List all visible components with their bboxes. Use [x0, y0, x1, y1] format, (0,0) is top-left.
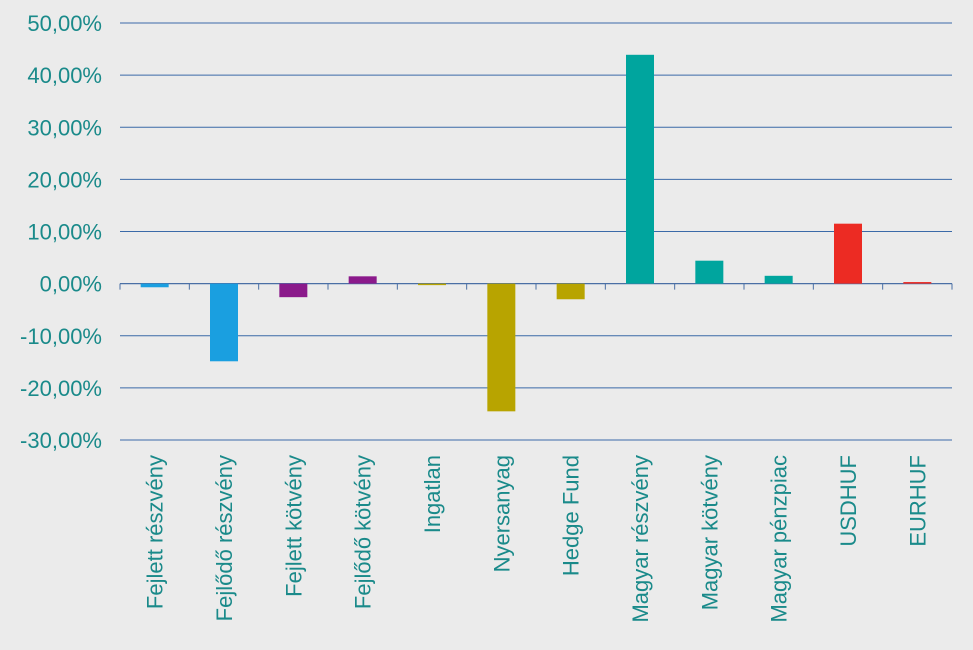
bars	[140, 54, 932, 412]
y-tick-label: 20,00%	[27, 167, 102, 192]
x-axis: Fejlett részvény Fejlődő részvény Fejlett …	[119, 283, 953, 623]
y-tick-label: 10,00%	[27, 220, 102, 245]
y-tick-label: 50,00%	[27, 11, 102, 36]
x-tick-label: USDHUF	[836, 455, 861, 547]
x-tick-label: Fejlődő részvény	[212, 455, 237, 621]
gridlines	[120, 22, 952, 441]
x-tick-label: Ingatlan	[420, 455, 445, 533]
bar	[418, 283, 446, 286]
bar	[903, 282, 932, 284]
y-tick-label: 40,00%	[27, 63, 102, 88]
y-tick-label: -20,00%	[20, 376, 102, 401]
y-tick-label: 0,00%	[40, 272, 102, 297]
y-axis: 50,00% 40,00% 30,00% 20,00% 10,00% 0,00% -10,0…	[20, 11, 102, 453]
bar	[695, 260, 724, 284]
x-tick-label: Magyar kötvény	[697, 455, 722, 610]
x-tick-label: Fejlődő kötvény	[351, 455, 376, 609]
x-tick-label: Fejlett részvény	[143, 455, 168, 609]
bar	[279, 283, 308, 298]
y-tick-label: 30,00%	[27, 115, 102, 140]
bar	[834, 223, 862, 284]
bar	[348, 276, 377, 284]
x-tick-label: Hedge Fund	[559, 455, 584, 576]
x-tick-label: Magyar részvény	[628, 455, 653, 623]
y-tick-label: -30,00%	[20, 428, 102, 453]
bar	[210, 283, 238, 362]
x-tick-label: Nyersanyag	[489, 455, 514, 572]
bar	[764, 275, 793, 284]
bar	[140, 283, 169, 288]
bar	[487, 283, 516, 412]
x-tick-label: Fejlett kötvény	[281, 455, 306, 597]
y-tick-label: -10,00%	[20, 324, 102, 349]
x-tick-label: Magyar pénzpiac	[767, 455, 792, 623]
x-tick-label: EURHUF	[905, 455, 930, 547]
bar	[556, 283, 585, 300]
bar	[626, 54, 654, 284]
